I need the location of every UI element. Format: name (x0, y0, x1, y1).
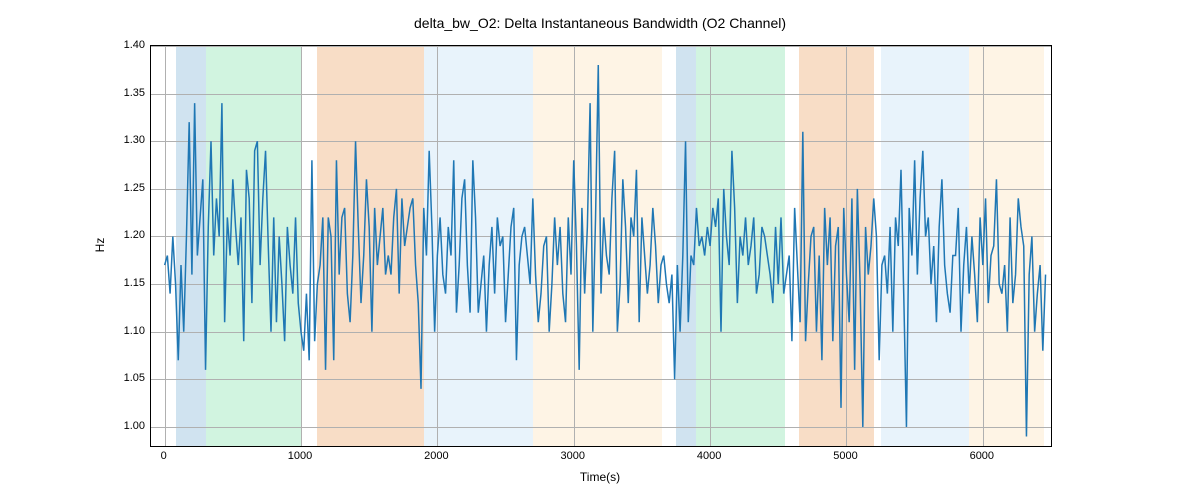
xtick-label: 6000 (970, 450, 994, 462)
xtick-label: 1000 (288, 450, 312, 462)
x-axis-label: Time(s) (580, 470, 620, 484)
ytick-label: 1.15 (105, 277, 145, 289)
xtick-label: 0 (161, 450, 167, 462)
xtick-label: 4000 (697, 450, 721, 462)
ytick-label: 1.05 (105, 372, 145, 384)
xtick-label: 5000 (833, 450, 857, 462)
plot-area (150, 45, 1052, 447)
ytick-label: 1.25 (105, 182, 145, 194)
ytick-label: 1.10 (105, 325, 145, 337)
ytick-label: 1.00 (105, 420, 145, 432)
ytick-label: 1.30 (105, 134, 145, 146)
chart-title: delta_bw_O2: Delta Instantaneous Bandwid… (414, 15, 786, 31)
timeseries-line (165, 65, 1046, 436)
ytick-label: 1.20 (105, 229, 145, 241)
chart-container: delta_bw_O2: Delta Instantaneous Bandwid… (0, 0, 1200, 500)
ytick-label: 1.35 (105, 87, 145, 99)
xtick-label: 2000 (424, 450, 448, 462)
ytick-label: 1.40 (105, 39, 145, 51)
data-line (151, 46, 1051, 446)
xtick-label: 3000 (560, 450, 584, 462)
